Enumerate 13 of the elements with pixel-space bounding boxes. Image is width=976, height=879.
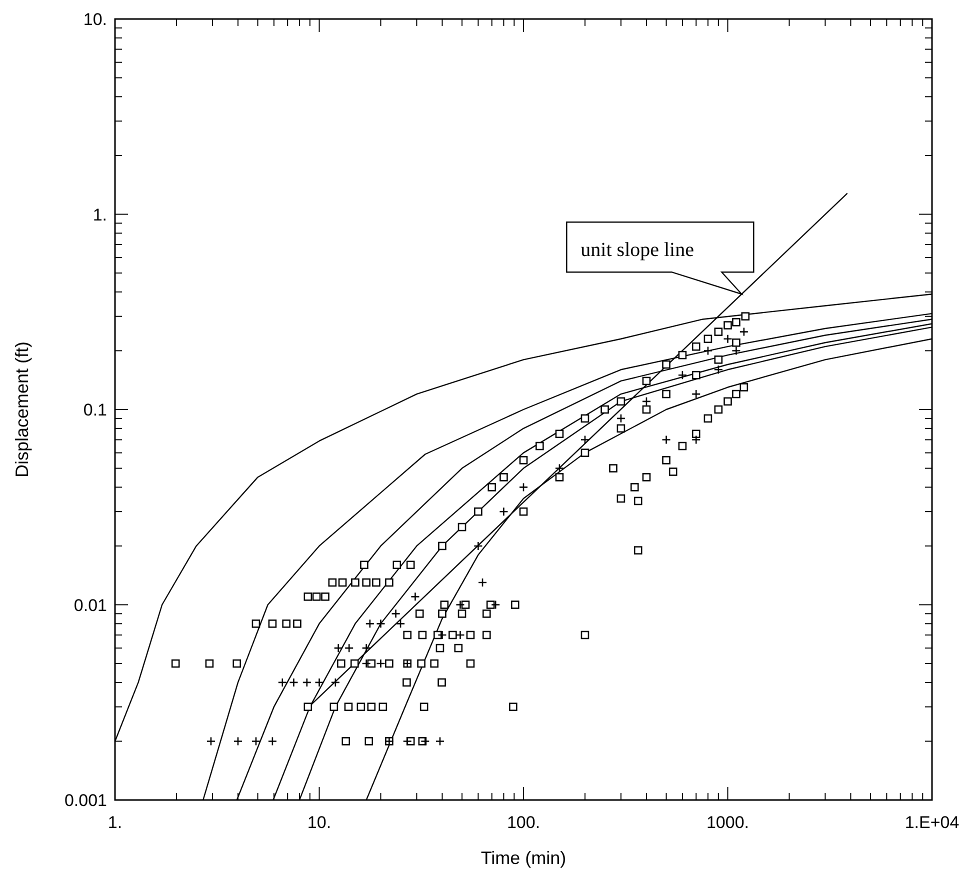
x-tick-label: 10. bbox=[307, 813, 332, 832]
x-tick-label: 1.E+04 bbox=[904, 813, 960, 832]
y-axis-title: Displacement (ft) bbox=[12, 341, 32, 478]
y-tick-label: 0.001 bbox=[64, 791, 107, 810]
y-tick-label: 0.01 bbox=[74, 596, 107, 615]
x-axis-title: Time (min) bbox=[480, 848, 566, 868]
x-tick-label: 1000. bbox=[706, 813, 750, 832]
x-tick-label: 1. bbox=[108, 813, 122, 832]
y-tick-label: 0.1 bbox=[83, 400, 107, 420]
y-tick-label: 10. bbox=[83, 10, 107, 29]
annotation: unit slope line bbox=[580, 239, 694, 262]
x-tick-label: 100. bbox=[506, 813, 540, 832]
y-tick-label: 1. bbox=[92, 205, 107, 224]
